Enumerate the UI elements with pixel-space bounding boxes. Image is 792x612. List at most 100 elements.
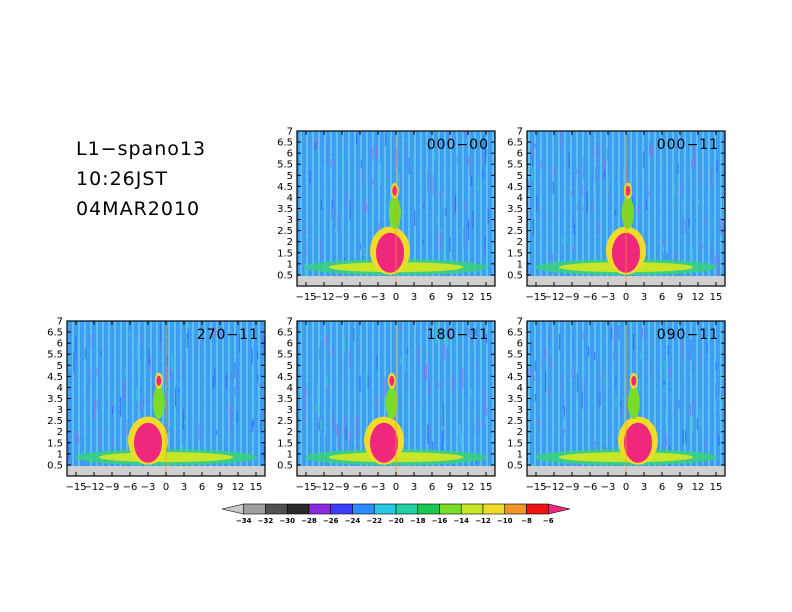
x-tick-label: −12: [83, 482, 104, 493]
y-tick-label: 5: [517, 171, 523, 182]
colorbar-label: −26: [323, 517, 339, 525]
x-tick-label: 9: [447, 482, 453, 493]
y-tick-label: 1: [287, 259, 293, 270]
colorbar-label: −30: [279, 517, 295, 525]
y-tick-label: 5: [57, 361, 63, 372]
x-tick-label: 6: [659, 292, 665, 303]
y-tick-label: 2: [57, 427, 63, 438]
y-tick-label: 4: [57, 383, 63, 394]
x-tick-label: 9: [447, 292, 453, 303]
colorbar-label: −14: [453, 517, 469, 525]
colorbar-label: −10: [497, 517, 513, 525]
x-tick-label: 0: [393, 292, 399, 303]
x-tick-label: −15: [295, 292, 316, 303]
x-tick-label: −3: [601, 482, 616, 493]
x-tick-label: −9: [335, 482, 350, 493]
y-tick-label: 4: [287, 193, 293, 204]
plume-core: [376, 232, 404, 273]
x-tick-label: −12: [543, 482, 564, 493]
panel-090-11: 090−110.511.522.533.544.555.566.57−15−12…: [507, 317, 726, 493]
y-tick-label: 1.5: [507, 438, 523, 449]
y-tick-label: 3: [517, 405, 523, 416]
x-tick-label: −6: [353, 292, 368, 303]
y-tick-label: 1: [57, 449, 63, 460]
colorbar-swatch: [460, 503, 484, 515]
colorbar-swatch: [352, 503, 375, 515]
colorbar-swatch: [308, 503, 332, 515]
y-tick-label: 1: [517, 449, 523, 460]
colorbar-label: −6: [543, 517, 554, 525]
colorbar-swatch: [330, 503, 353, 515]
y-tick-label: 6: [57, 339, 63, 350]
x-tick-label: −6: [583, 292, 598, 303]
y-tick-label: 2.5: [277, 416, 293, 427]
x-tick-label: −3: [601, 292, 616, 303]
y-tick-label: 5.5: [277, 350, 293, 361]
x-tick-label: −15: [65, 482, 86, 493]
colorbar-label: −8: [521, 517, 532, 525]
x-tick-label: 12: [462, 292, 475, 303]
y-tick-label: 1.5: [277, 248, 293, 259]
time-label: 10:26JST: [76, 168, 169, 190]
colorbar-label: −20: [388, 517, 404, 525]
colorbar-swatch: [286, 503, 310, 515]
y-tick-label: 3.5: [277, 394, 293, 405]
panel-000-11: 000−110.511.522.533.544.555.566.57−15−12…: [507, 127, 726, 303]
x-tick-label: −12: [313, 292, 334, 303]
colorbar-swatch: [526, 503, 549, 515]
y-tick-label: 5: [517, 361, 523, 372]
y-tick-label: 3.5: [277, 204, 293, 215]
panel-180-11: 180−110.511.522.533.544.555.566.57−15−12…: [277, 317, 496, 493]
y-tick-label: 4.5: [507, 372, 523, 383]
y-tick-label: 2.5: [47, 416, 63, 427]
y-tick-label: 1.5: [507, 248, 523, 259]
x-tick-label: −3: [141, 482, 156, 493]
x-tick-label: 12: [232, 482, 245, 493]
x-tick-label: 3: [411, 292, 417, 303]
x-tick-label: −12: [543, 292, 564, 303]
colorbar-label: −18: [410, 517, 426, 525]
x-tick-label: 15: [710, 482, 723, 493]
y-tick-label: 6.5: [47, 328, 63, 339]
plume-core: [624, 422, 652, 463]
y-tick-label: 0.5: [507, 270, 523, 281]
y-tick-label: 3: [517, 215, 523, 226]
x-tick-label: 9: [217, 482, 223, 493]
colorbar-swatch: [547, 503, 571, 515]
x-tick-label: 0: [623, 482, 629, 493]
x-tick-label: 15: [480, 292, 493, 303]
panel-label: 180−11: [427, 327, 489, 343]
y-tick-label: 7: [287, 317, 293, 328]
x-tick-label: 15: [480, 482, 493, 493]
y-tick-label: 0.5: [277, 460, 293, 471]
colorbar-swatch: [417, 503, 440, 515]
y-tick-label: 1: [287, 449, 293, 460]
y-tick-label: 0.5: [507, 460, 523, 471]
y-tick-label: 4.5: [47, 372, 63, 383]
y-tick-label: 7: [287, 127, 293, 138]
y-tick-label: 4: [517, 383, 523, 394]
colorbar-swatch: [373, 503, 397, 515]
y-tick-label: 6.5: [507, 328, 523, 339]
x-tick-label: −3: [371, 482, 386, 493]
y-tick-label: 6: [517, 149, 523, 160]
y-tick-label: 4: [517, 193, 523, 204]
colorbar-swatch: [439, 503, 462, 515]
title-block: L1−spano13 10:26JST 04MAR2010: [76, 134, 206, 224]
y-tick-label: 5: [287, 171, 293, 182]
station-label: L1−spano13: [76, 138, 207, 160]
x-tick-label: −6: [583, 482, 598, 493]
x-tick-label: −9: [105, 482, 120, 493]
colorbar-swatch: [243, 503, 266, 515]
y-tick-label: 5.5: [507, 350, 523, 361]
y-tick-label: 3.5: [507, 394, 523, 405]
x-tick-label: 15: [250, 482, 263, 493]
colorbar-label: −24: [345, 517, 361, 525]
y-tick-label: 4.5: [277, 372, 293, 383]
y-tick-label: 1.5: [277, 438, 293, 449]
panel-270-11: 270−110.511.522.533.544.555.566.57−15−12…: [47, 317, 266, 493]
y-tick-label: 4: [287, 383, 293, 394]
y-tick-label: 6.5: [277, 138, 293, 149]
y-tick-label: 0.5: [277, 270, 293, 281]
